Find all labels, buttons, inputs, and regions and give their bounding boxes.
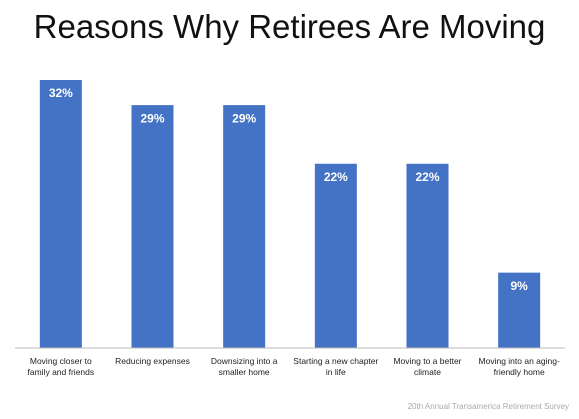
x-tick-label: Reducing expenses bbox=[115, 356, 190, 366]
value-label: 32% bbox=[49, 86, 73, 100]
bar bbox=[39, 80, 82, 348]
x-tick-label: Starting a new chapter in life bbox=[293, 356, 379, 377]
bar bbox=[498, 272, 541, 348]
x-tick-label: Moving into an aging-friendly home bbox=[478, 356, 560, 377]
value-label: 22% bbox=[415, 170, 439, 184]
value-label: 9% bbox=[510, 279, 528, 293]
bar bbox=[314, 163, 357, 348]
value-label: 29% bbox=[232, 111, 256, 125]
bar bbox=[131, 105, 174, 348]
source-note: 20th Annual Transamerica Retirement Surv… bbox=[407, 402, 569, 411]
chart-title: Reasons Why Retirees Are Moving bbox=[33, 8, 546, 45]
x-tick-label: Moving to a better climate bbox=[393, 356, 462, 377]
x-tick-label: Downsizing into a smaller home bbox=[210, 356, 278, 377]
value-label: 22% bbox=[324, 170, 348, 184]
bar bbox=[223, 105, 266, 348]
x-tick-label: Moving closer to family and friends bbox=[27, 356, 95, 377]
value-label: 29% bbox=[140, 111, 164, 125]
bar bbox=[406, 163, 449, 348]
